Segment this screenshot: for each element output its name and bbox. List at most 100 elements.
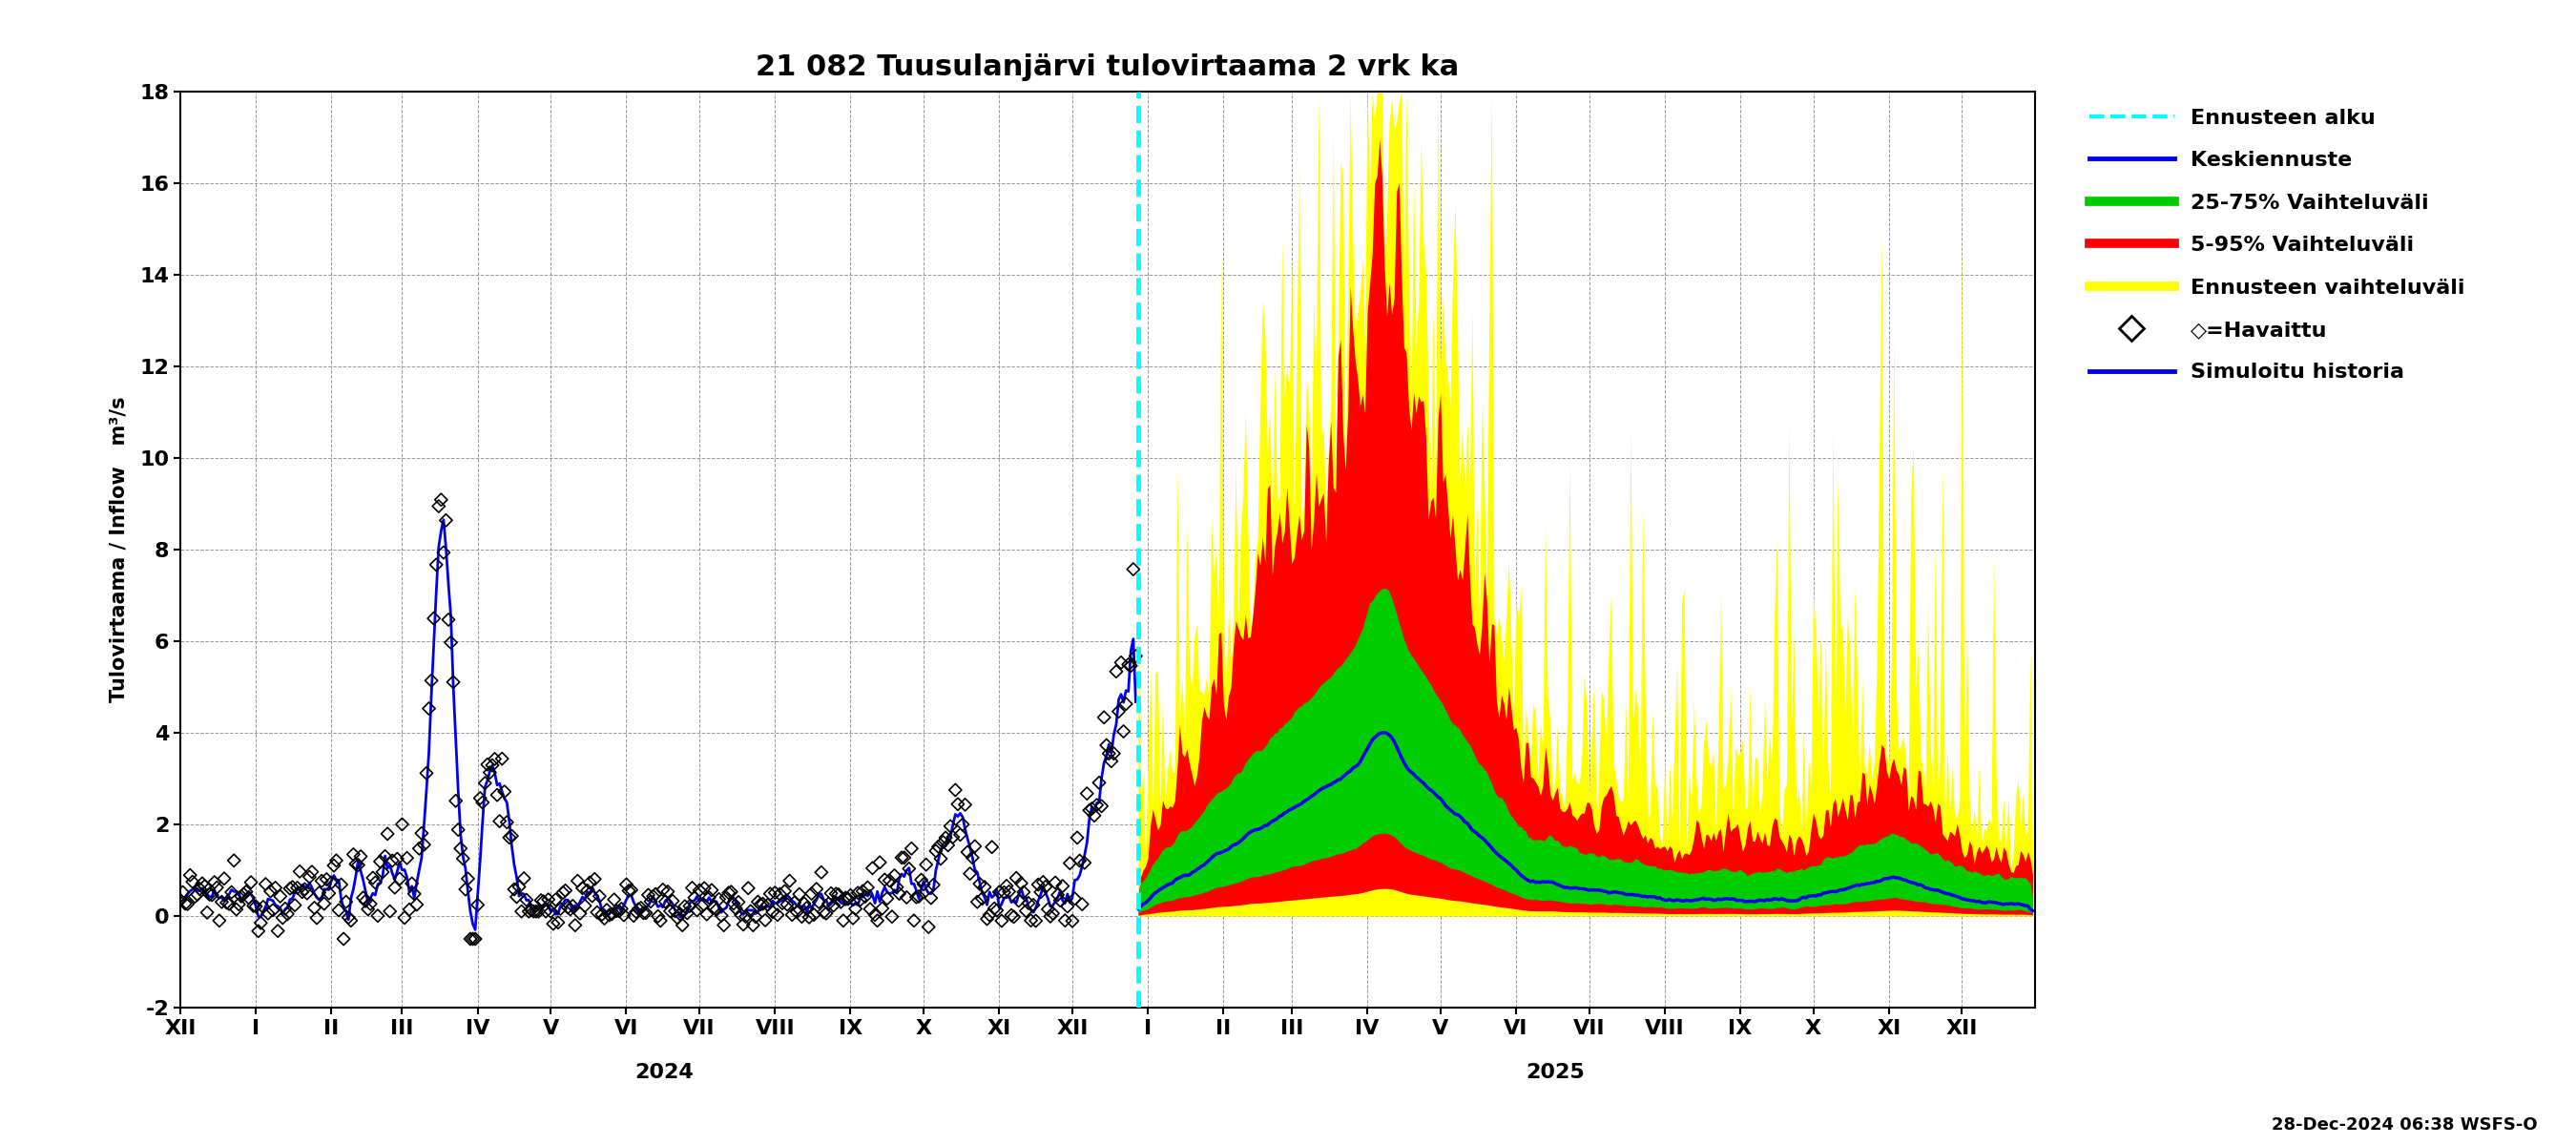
Point xyxy=(629,886,670,905)
Point xyxy=(618,900,659,918)
Point xyxy=(590,905,631,923)
Point xyxy=(840,891,881,909)
Point xyxy=(1028,900,1069,918)
Point xyxy=(902,870,943,889)
Point xyxy=(242,898,283,916)
Point xyxy=(175,887,216,906)
Point xyxy=(526,902,567,921)
Point xyxy=(546,898,587,916)
Point xyxy=(636,907,677,925)
Point xyxy=(600,900,641,918)
Point xyxy=(868,871,909,890)
Point xyxy=(907,918,948,937)
Point xyxy=(631,892,672,910)
Point xyxy=(992,906,1033,924)
Point xyxy=(456,895,497,914)
Point xyxy=(817,885,858,903)
Point xyxy=(1110,656,1151,674)
Point xyxy=(474,750,515,768)
Point xyxy=(392,875,433,893)
Point xyxy=(541,900,582,918)
Point xyxy=(747,895,788,914)
Point xyxy=(608,882,649,900)
Point xyxy=(690,881,732,899)
Point xyxy=(801,863,842,882)
Point xyxy=(657,909,698,927)
Point xyxy=(273,878,314,897)
Point xyxy=(348,900,389,918)
Point xyxy=(453,930,495,948)
Point xyxy=(533,915,574,933)
Point xyxy=(683,879,724,898)
Point xyxy=(428,610,469,629)
Point xyxy=(317,901,358,919)
Point xyxy=(502,869,544,887)
Point xyxy=(750,885,791,903)
Point xyxy=(729,902,770,921)
Point xyxy=(760,885,801,903)
Point xyxy=(837,884,878,902)
Point xyxy=(626,903,667,922)
Point xyxy=(497,887,538,906)
Point xyxy=(224,885,265,903)
Point xyxy=(665,898,706,916)
Point xyxy=(430,633,471,652)
Point xyxy=(276,878,317,897)
Point xyxy=(167,895,209,914)
Point xyxy=(500,878,541,897)
Point xyxy=(1041,891,1082,909)
Point xyxy=(634,887,675,906)
Point xyxy=(590,906,631,924)
Point xyxy=(639,911,680,930)
Point xyxy=(827,890,868,908)
Point xyxy=(953,837,994,855)
Point xyxy=(180,879,222,898)
Point xyxy=(714,894,755,913)
Point xyxy=(198,911,240,930)
Point xyxy=(255,878,296,897)
Point xyxy=(219,895,260,914)
Point xyxy=(1066,784,1108,803)
Point xyxy=(945,796,987,814)
Point xyxy=(556,871,598,890)
Point xyxy=(185,903,227,922)
Point xyxy=(711,883,752,901)
Point xyxy=(283,881,325,899)
Point xyxy=(956,893,997,911)
Point xyxy=(1046,898,1087,916)
Point xyxy=(363,847,404,866)
Point xyxy=(304,894,345,913)
Point xyxy=(209,894,250,913)
Point xyxy=(420,490,461,508)
Point xyxy=(252,901,294,919)
Point xyxy=(1092,744,1133,763)
Point xyxy=(562,879,603,898)
Point xyxy=(263,909,304,927)
Point xyxy=(649,902,690,921)
Point xyxy=(399,839,440,858)
Point xyxy=(299,884,340,902)
Point xyxy=(188,885,229,903)
Point xyxy=(528,891,569,909)
Point xyxy=(379,869,420,887)
Point xyxy=(410,671,451,689)
Point xyxy=(206,893,247,911)
Point xyxy=(958,875,999,893)
Point xyxy=(183,875,224,893)
Point xyxy=(440,839,482,858)
Point xyxy=(451,930,492,948)
Point xyxy=(301,871,343,890)
Point xyxy=(309,884,350,902)
Point xyxy=(495,881,536,899)
Point xyxy=(412,609,453,627)
Point xyxy=(1025,877,1066,895)
Point xyxy=(510,901,551,919)
Point xyxy=(948,843,989,861)
Point xyxy=(216,900,258,918)
Point xyxy=(286,884,327,902)
Point xyxy=(920,850,961,868)
Point xyxy=(1113,560,1154,578)
Point xyxy=(889,860,930,878)
Point xyxy=(613,907,654,925)
Point xyxy=(1108,655,1149,673)
